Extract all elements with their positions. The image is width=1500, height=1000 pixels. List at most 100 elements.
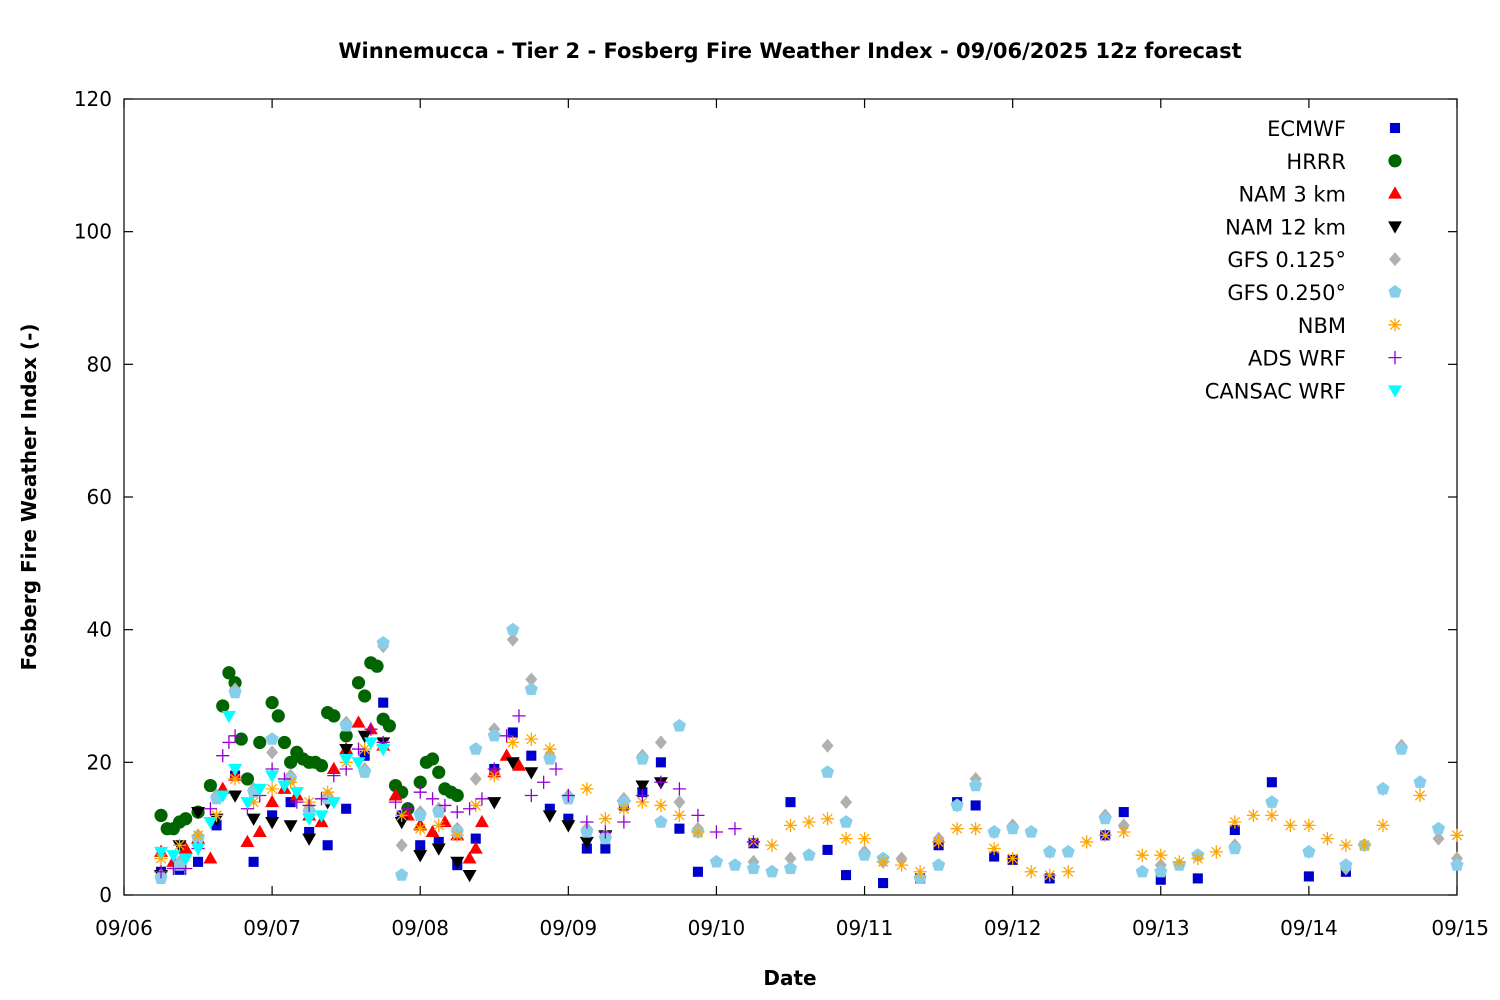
data-point: [1339, 858, 1353, 871]
data-point: [215, 790, 230, 803]
data-point: [240, 772, 255, 786]
data-point: [1283, 818, 1297, 832]
data-point: [376, 744, 391, 757]
data-point: [1339, 838, 1353, 852]
data-point: [265, 770, 280, 783]
data-point: [327, 709, 341, 723]
data-point: [1061, 865, 1075, 879]
data-point: [216, 749, 230, 763]
data-point: [415, 840, 426, 851]
data-point: [1432, 831, 1445, 846]
legend-label: HRRR: [1286, 150, 1346, 174]
data-point: [783, 861, 798, 875]
data-point: [166, 850, 181, 863]
data-point: [284, 755, 298, 769]
legend-label: NBM: [1298, 314, 1346, 338]
data-point: [277, 780, 292, 793]
y-tick-label: 80: [87, 352, 112, 376]
data-point: [598, 825, 612, 839]
data-point: [271, 709, 285, 723]
data-point: [512, 709, 526, 723]
data-point: [246, 813, 261, 826]
data-point: [802, 815, 816, 829]
data-point: [358, 689, 372, 703]
data-point: [395, 808, 409, 822]
data-point: [351, 676, 366, 690]
data-point: [339, 718, 353, 732]
data-point: [462, 851, 477, 864]
data-point: [654, 798, 668, 813]
data-point: [326, 797, 341, 810]
data-point: [395, 838, 408, 853]
data-point: [376, 636, 390, 649]
data-point: [450, 805, 464, 819]
data-point: [339, 744, 354, 757]
x-tick-label: 09/06: [95, 916, 153, 940]
data-point: [1024, 865, 1038, 879]
data-point: [672, 808, 687, 822]
data-point: [240, 834, 255, 847]
data-point: [987, 825, 1001, 838]
data-point: [746, 835, 761, 849]
data-point: [543, 742, 557, 756]
data-point: [252, 824, 267, 838]
data-point: [820, 765, 835, 778]
data-point: [284, 775, 298, 789]
data-point: [1006, 851, 1020, 866]
data-point: [878, 878, 889, 889]
data-point: [1080, 835, 1094, 849]
data-point: [178, 841, 193, 854]
data-point: [840, 795, 853, 810]
data-point: [563, 813, 574, 824]
data-point: [154, 865, 168, 879]
data-point: [617, 815, 631, 829]
legend-label: ADS WRF: [1248, 347, 1346, 371]
series-hrrr: [154, 656, 464, 836]
data-point: [172, 838, 187, 852]
data-point: [265, 696, 279, 710]
data-point: [193, 856, 204, 867]
data-point: [1117, 825, 1131, 839]
data-point: [203, 802, 217, 816]
data-point: [469, 771, 482, 786]
data-point: [765, 838, 779, 852]
data-point: [500, 729, 514, 743]
data-point: [470, 833, 481, 844]
y-tick-label: 0: [99, 883, 112, 907]
data-point: [1246, 808, 1260, 822]
data-point: [437, 814, 452, 828]
data-point: [378, 697, 389, 708]
data-point: [561, 788, 575, 803]
data-point: [191, 807, 206, 820]
data-point: [265, 732, 279, 745]
data-point: [969, 778, 983, 792]
data-point: [277, 735, 292, 750]
x-axis-label: Date: [763, 966, 816, 990]
data-point: [222, 666, 236, 680]
data-point: [785, 797, 796, 808]
data-point: [314, 759, 329, 773]
data-point: [302, 798, 316, 813]
data-point: [506, 632, 519, 647]
data-point: [265, 782, 279, 796]
data-point: [267, 810, 278, 821]
data-point: [432, 765, 446, 779]
data-point: [691, 808, 705, 822]
data-point: [1154, 864, 1168, 878]
data-point: [432, 818, 446, 832]
data-point: [395, 868, 409, 881]
data-point: [265, 794, 280, 808]
data-point: [512, 758, 526, 771]
data-point: [506, 622, 520, 636]
data-point: [525, 672, 538, 687]
y-tick-label: 40: [87, 618, 112, 642]
data-point: [728, 822, 742, 836]
data-point: [635, 788, 649, 803]
data-point: [252, 783, 267, 797]
legend-marker: [1388, 285, 1402, 298]
data-point: [932, 835, 946, 849]
data-point: [228, 685, 242, 699]
data-point: [413, 808, 427, 821]
data-point: [1413, 775, 1427, 788]
data-point: [364, 722, 378, 736]
